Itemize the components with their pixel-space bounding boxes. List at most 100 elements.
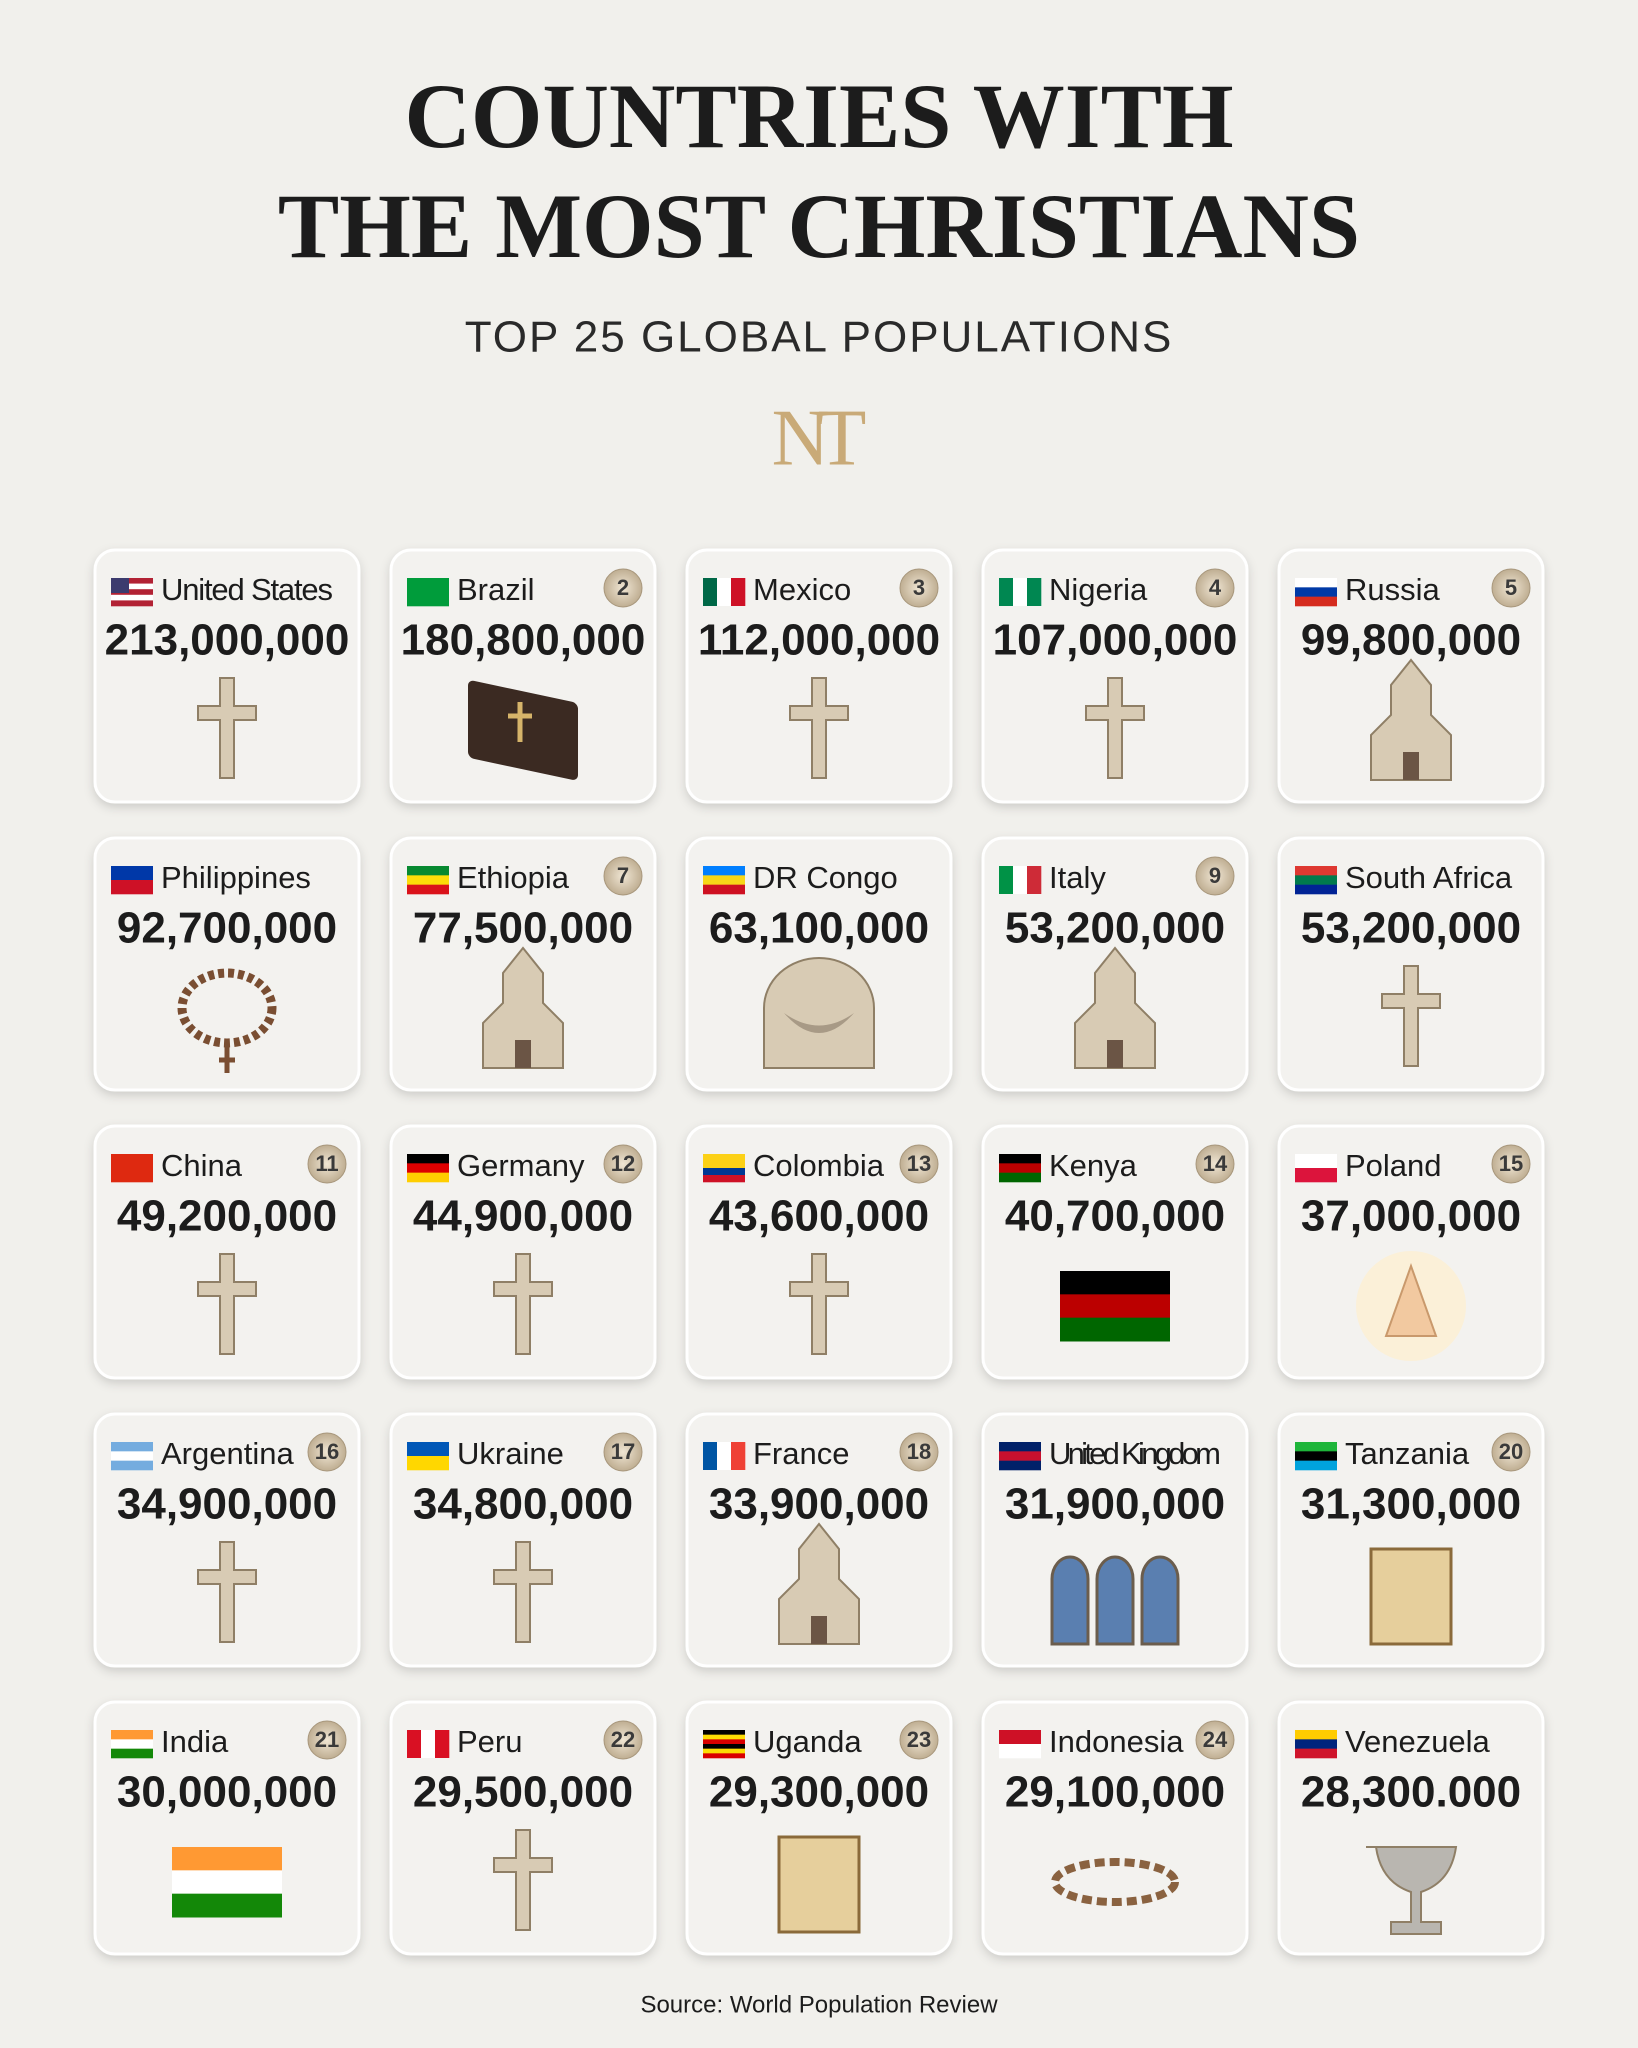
population: 34,800,000	[413, 1480, 633, 1529]
flag-stripe	[111, 1154, 153, 1183]
flag-stripe	[111, 594, 153, 601]
subtitle: TOP 25 GLOBAL POPULATIONS	[465, 313, 1174, 362]
icon	[763, 957, 875, 1069]
country-name: Colombia	[753, 1148, 885, 1183]
population: 40,700,000	[1005, 1192, 1225, 1241]
icon	[515, 1040, 531, 1068]
country-name: Germany	[457, 1148, 585, 1183]
card-grid: United States 213,000,000 Brazil 180,800,00…	[93, 548, 1545, 1956]
card-box	[93, 1700, 361, 1956]
population: 99,800,000	[1301, 616, 1521, 665]
country-name: Indonesia	[1049, 1724, 1184, 1759]
card-box	[981, 548, 1249, 804]
rank: 23	[907, 1727, 931, 1752]
population: 43,600,000	[709, 1192, 929, 1241]
population: 92,700,000	[117, 904, 337, 953]
card-box	[389, 1412, 657, 1668]
flag-stripe	[407, 866, 449, 876]
country-card: Poland 37,000,000 15	[1277, 1124, 1545, 1380]
flag-stripe	[703, 1753, 745, 1759]
population: 29,300,000	[709, 1768, 929, 1817]
country-card: Germany 44,900,000 12	[389, 1124, 657, 1380]
country-name: Argentina	[161, 1436, 294, 1471]
rank-badge	[1491, 568, 1531, 608]
country-card: China 49,200,000 11	[93, 1124, 361, 1380]
icon	[811, 1616, 827, 1644]
rank: 21	[315, 1727, 339, 1752]
icon	[1051, 1858, 1179, 1906]
flag-stripe	[111, 1442, 153, 1452]
flag-stripe	[703, 1748, 745, 1754]
country-name: Mexico	[753, 572, 851, 607]
flag-stripe	[407, 875, 449, 885]
card-box	[1277, 836, 1545, 1092]
rank-badge	[603, 856, 643, 896]
flag-stripe	[731, 578, 746, 606]
flag-stripe	[1027, 866, 1042, 894]
card-box	[93, 836, 361, 1092]
icon	[784, 1013, 854, 1033]
country-name: Russia	[1345, 572, 1441, 607]
icon	[1403, 752, 1419, 780]
country-card: Mexico 112,000,000 3	[685, 548, 953, 804]
flag-stripe	[1295, 1739, 1337, 1749]
rank: 16	[315, 1439, 339, 1464]
icon	[482, 946, 564, 1069]
population: 28,300.000	[1301, 1768, 1521, 1817]
country-name: Ukraine	[457, 1436, 564, 1471]
card-box	[389, 1700, 657, 1956]
population: 34,900,000	[117, 1480, 337, 1529]
population: 180,800,000	[401, 616, 646, 665]
population: 29,100,000	[1005, 1768, 1225, 1817]
rank-badge	[307, 1720, 347, 1760]
country-name: Brazil	[457, 572, 535, 607]
card-box	[93, 548, 361, 804]
flag-stripe	[111, 1739, 153, 1749]
source: Source: World Population Review	[640, 1991, 998, 2018]
country-name: China	[161, 1148, 243, 1183]
rank: 15	[1499, 1151, 1523, 1176]
rank-badge	[307, 1432, 347, 1472]
country-card: Colombia 43,600,000 13	[685, 1124, 953, 1380]
flag-stripe	[407, 578, 449, 607]
flag-stripe	[421, 1730, 436, 1758]
flag-stripe	[999, 1154, 1041, 1164]
population: 112,000,000	[698, 616, 940, 665]
icon	[1060, 1294, 1170, 1319]
flag-stripe	[111, 578, 153, 584]
population: 31,900,000	[1005, 1480, 1225, 1529]
icon	[219, 1043, 235, 1073]
icon	[1085, 677, 1145, 779]
icon	[493, 1541, 553, 1643]
country-card: United Kingdom 31,900,000	[981, 1412, 1249, 1668]
card-box	[1277, 1700, 1545, 1956]
flag-stripe	[1295, 1154, 1337, 1169]
rank-badge	[1195, 856, 1235, 896]
flag-stripe	[703, 866, 745, 876]
flag-stripe	[999, 578, 1014, 606]
flag-stripe	[111, 600, 153, 607]
title-line: COUNTRIES WITH	[404, 65, 1233, 167]
flag-stripe	[999, 1451, 1041, 1461]
rank-badge	[307, 1144, 347, 1184]
country-name: Nigeria	[1049, 572, 1148, 607]
country-name: United Kingdom	[1049, 1436, 1221, 1471]
country-card: DR Congo 63,100,000	[685, 836, 953, 1092]
rank-badge	[603, 1432, 643, 1472]
country-name: Tanzania	[1345, 1436, 1470, 1471]
flag-stripe	[1295, 1451, 1337, 1461]
card-box	[685, 548, 953, 804]
rank: 22	[611, 1727, 635, 1752]
flag-stripe	[999, 1460, 1041, 1471]
population: 107,000,000	[993, 616, 1238, 665]
rank-badge	[1195, 568, 1235, 608]
flag-stripe	[999, 1172, 1041, 1183]
country-card: Tanzania 31,300,000 20	[1277, 1412, 1545, 1668]
flag-stripe	[1295, 1748, 1337, 1759]
rank: 9	[1209, 863, 1221, 888]
icon	[197, 1253, 257, 1355]
flag-stripe	[1295, 866, 1337, 876]
country-name: DR Congo	[753, 860, 898, 895]
population: 33,900,000	[709, 1480, 929, 1529]
